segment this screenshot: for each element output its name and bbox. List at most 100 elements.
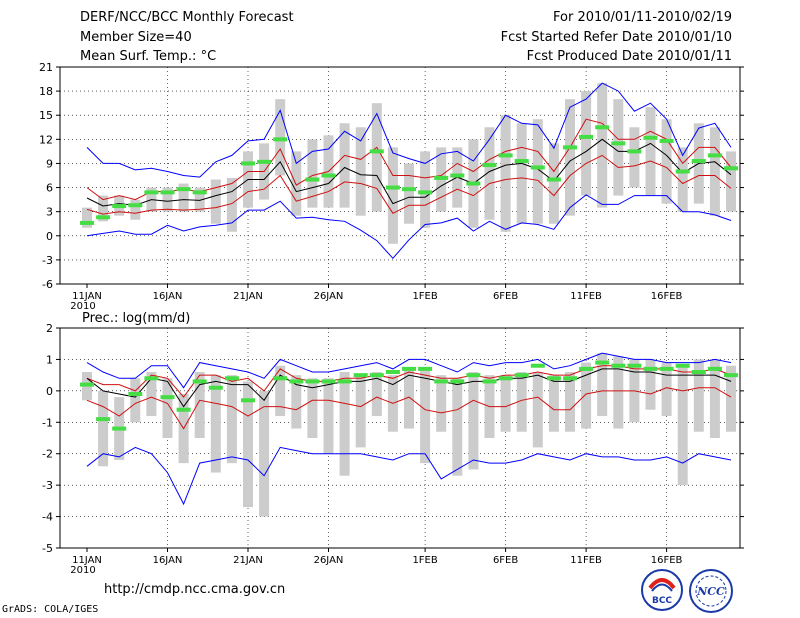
spread-box bbox=[677, 147, 688, 212]
y-tick-label: 3 bbox=[46, 206, 53, 219]
observed-marker bbox=[418, 190, 433, 195]
observed-marker bbox=[466, 181, 481, 186]
observed-marker bbox=[707, 366, 722, 371]
observed-marker bbox=[80, 220, 94, 225]
observed-marker bbox=[321, 173, 336, 178]
y-tick-label: 1 bbox=[46, 353, 53, 366]
member-size: Member Size=40 bbox=[80, 30, 192, 45]
y-tick-label: 2 bbox=[46, 322, 53, 335]
observed-marker bbox=[627, 149, 642, 154]
observed-marker bbox=[112, 426, 127, 431]
grads-credit: GrADS: COLA/IGES bbox=[2, 604, 99, 615]
x-tick-label: 6FEB bbox=[493, 291, 518, 302]
observed-marker bbox=[112, 204, 127, 209]
x-tick-label: 11JAN bbox=[72, 291, 102, 302]
observed-marker bbox=[176, 407, 191, 412]
spread-box bbox=[130, 199, 141, 220]
observed-marker bbox=[611, 141, 626, 146]
x-tick-label: 11FEB bbox=[570, 555, 602, 566]
observed-marker bbox=[305, 379, 320, 384]
spread-box bbox=[565, 99, 575, 216]
spread-box bbox=[532, 119, 543, 224]
series-line-min bbox=[86, 446, 732, 506]
observed-marker bbox=[434, 175, 449, 180]
observed-marker bbox=[466, 373, 481, 378]
observed-marker bbox=[659, 366, 674, 371]
spread-box bbox=[645, 359, 656, 410]
spread-box bbox=[371, 372, 382, 416]
fcst-produced-date: Fcst Produced Date 2010/01/11 bbox=[526, 49, 732, 64]
observed-marker bbox=[530, 165, 545, 170]
series-line-mean bbox=[86, 368, 732, 408]
observed-marker bbox=[724, 373, 738, 378]
spread-box bbox=[565, 372, 575, 432]
spread-box bbox=[420, 151, 431, 228]
observed-marker bbox=[289, 379, 304, 384]
x-tick-label: 1FEB bbox=[412, 291, 437, 302]
observed-marker bbox=[724, 166, 738, 171]
observed-marker bbox=[128, 203, 143, 208]
observed-marker bbox=[514, 373, 529, 378]
observed-marker bbox=[160, 190, 175, 195]
spread-box bbox=[709, 359, 720, 438]
observed-marker bbox=[144, 190, 159, 195]
spread-box bbox=[661, 362, 672, 416]
spread-box bbox=[436, 375, 447, 432]
forecast-period: For 2010/01/11-2010/02/19 bbox=[553, 10, 732, 25]
spread-box bbox=[726, 151, 736, 212]
observed-marker bbox=[385, 185, 400, 190]
spread-box bbox=[661, 119, 672, 204]
spread-box bbox=[677, 365, 688, 486]
observed-marker bbox=[498, 153, 513, 158]
spread-box bbox=[452, 378, 463, 476]
observed-marker bbox=[595, 360, 610, 365]
observed-marker bbox=[192, 190, 207, 195]
x-tick-label: 21JAN bbox=[233, 291, 263, 302]
spread-box bbox=[709, 127, 720, 216]
observed-marker bbox=[643, 366, 658, 371]
y-tick-label: -5 bbox=[42, 542, 53, 555]
observed-marker bbox=[241, 161, 255, 166]
x-tick-label: 11JAN bbox=[72, 555, 102, 566]
observed-marker bbox=[192, 379, 207, 384]
x-tick-year-label: 2010 bbox=[70, 565, 95, 576]
source-url[interactable]: http://cmdp.ncc.cma.gov.cn bbox=[104, 582, 286, 597]
spread-box bbox=[404, 163, 414, 224]
y-tick-label: -6 bbox=[42, 278, 53, 291]
x-tick-label: 16FEB bbox=[651, 555, 683, 566]
spread-box bbox=[339, 372, 350, 476]
spread-box bbox=[516, 123, 527, 224]
spread-box bbox=[500, 375, 511, 432]
spread-box bbox=[597, 83, 608, 208]
spread-box bbox=[693, 359, 704, 432]
y-tick-label: -2 bbox=[42, 448, 53, 461]
observed-marker bbox=[80, 382, 94, 387]
observed-marker bbox=[563, 145, 577, 150]
spread-box bbox=[98, 390, 109, 467]
series-line-max bbox=[86, 82, 732, 178]
spread-box bbox=[82, 207, 92, 228]
ncc-logo-text: NCC bbox=[696, 585, 725, 598]
spread-box bbox=[275, 99, 286, 176]
spread-box bbox=[355, 127, 366, 216]
observed-marker bbox=[418, 366, 433, 371]
observed-marker bbox=[675, 169, 690, 174]
fcst-started-date: Fcst Started Refer Date 2010/01/10 bbox=[500, 30, 732, 45]
spread-box bbox=[98, 195, 109, 222]
spread-box bbox=[243, 381, 253, 508]
series-line-min bbox=[86, 194, 732, 260]
observed-marker bbox=[241, 398, 255, 403]
observed-marker bbox=[434, 379, 449, 384]
observed-marker bbox=[273, 137, 288, 142]
x-tick-label: 16JAN bbox=[153, 291, 183, 302]
observed-marker bbox=[450, 173, 465, 178]
spread-box bbox=[645, 107, 656, 196]
observed-marker bbox=[482, 163, 497, 168]
ncc-logo: NCC bbox=[689, 569, 733, 613]
spread-box bbox=[548, 143, 559, 224]
observed-marker bbox=[128, 392, 143, 396]
y-tick-label: 15 bbox=[39, 109, 53, 122]
series-line-max bbox=[86, 352, 732, 389]
